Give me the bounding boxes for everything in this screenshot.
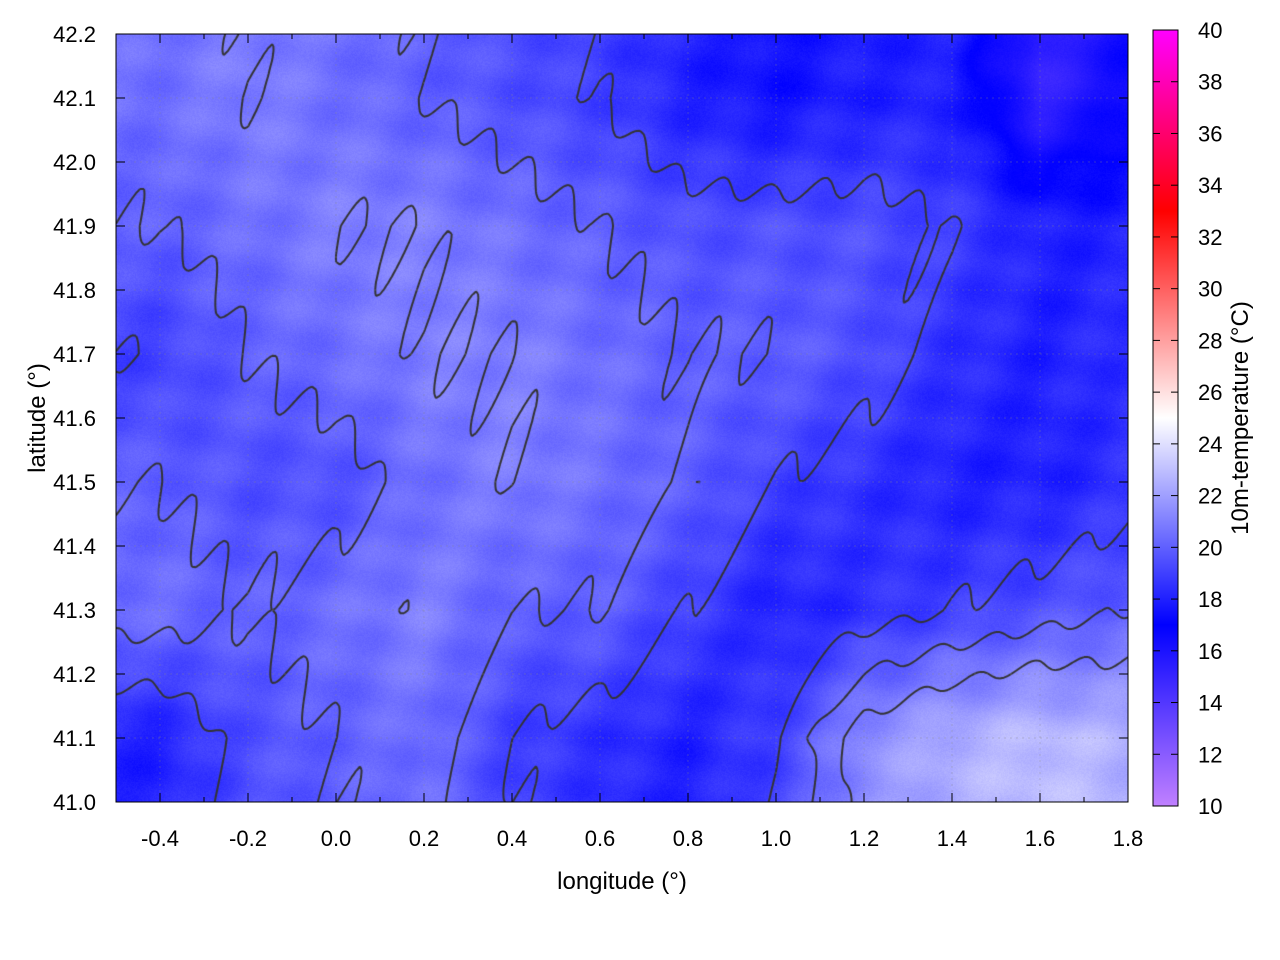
x-tick-label: 1.0 [761,826,792,851]
colorbar-tick-label: 26 [1198,380,1222,405]
colorbar-tick-label: 18 [1198,587,1222,612]
x-tick-label: 1.2 [849,826,880,851]
y-tick-label: 41.8 [53,278,96,303]
x-tick-label: 1.4 [937,826,968,851]
x-tick-label: 0.8 [673,826,704,851]
y-tick-label: 42.2 [53,22,96,47]
colorbar [1152,29,1179,807]
x-tick-label: -0.4 [141,826,179,851]
colorbar-tick-label: 22 [1198,484,1222,509]
x-tick-label: 1.6 [1025,826,1056,851]
y-tick-label: 41.7 [53,342,96,367]
x-tick-label: 0.6 [585,826,616,851]
heatmap [116,34,1128,802]
colorbar-tick-label: 28 [1198,328,1222,353]
colorbar-tick-label: 38 [1198,70,1222,95]
colorbar-tick-label: 12 [1198,742,1222,767]
y-axis-label: latitude (°) [24,363,51,473]
x-tick-label: -0.2 [229,826,267,851]
colorbar-tick-label: 32 [1198,225,1222,250]
colorbar-tick-label: 30 [1198,277,1222,302]
x-tick-label: 0.0 [321,826,352,851]
y-tick-label: 42.1 [53,86,96,111]
y-tick-label: 41.4 [53,534,96,559]
x-tick-label: 1.8 [1113,826,1144,851]
x-tick-label: 0.4 [497,826,528,851]
colorbar-tick-label: 10 [1198,794,1222,819]
x-tick-label: 0.2 [409,826,440,851]
y-tick-label: 41.5 [53,470,96,495]
y-tick-label: 41.9 [53,214,96,239]
y-tick-label: 41.2 [53,662,96,687]
y-tick-label: 41.6 [53,406,96,431]
colorbar-tick-label: 20 [1198,535,1222,560]
colorbar-label: 10m-temperature (°C) [1227,301,1254,535]
y-tick-label: 42.0 [53,150,96,175]
colorbar-tick-label: 34 [1198,173,1222,198]
colorbar-tick-label: 40 [1198,18,1222,43]
colorbar-tick-label: 24 [1198,432,1222,457]
x-axis-label: longitude (°) [557,868,687,895]
y-tick-label: 41.0 [53,790,96,815]
y-tick-label: 41.1 [53,726,96,751]
colorbar-tick-label: 16 [1198,639,1222,664]
colorbar-tick-label: 36 [1198,121,1222,146]
y-tick-label: 41.3 [53,598,96,623]
colorbar-tick-label: 14 [1198,691,1222,716]
